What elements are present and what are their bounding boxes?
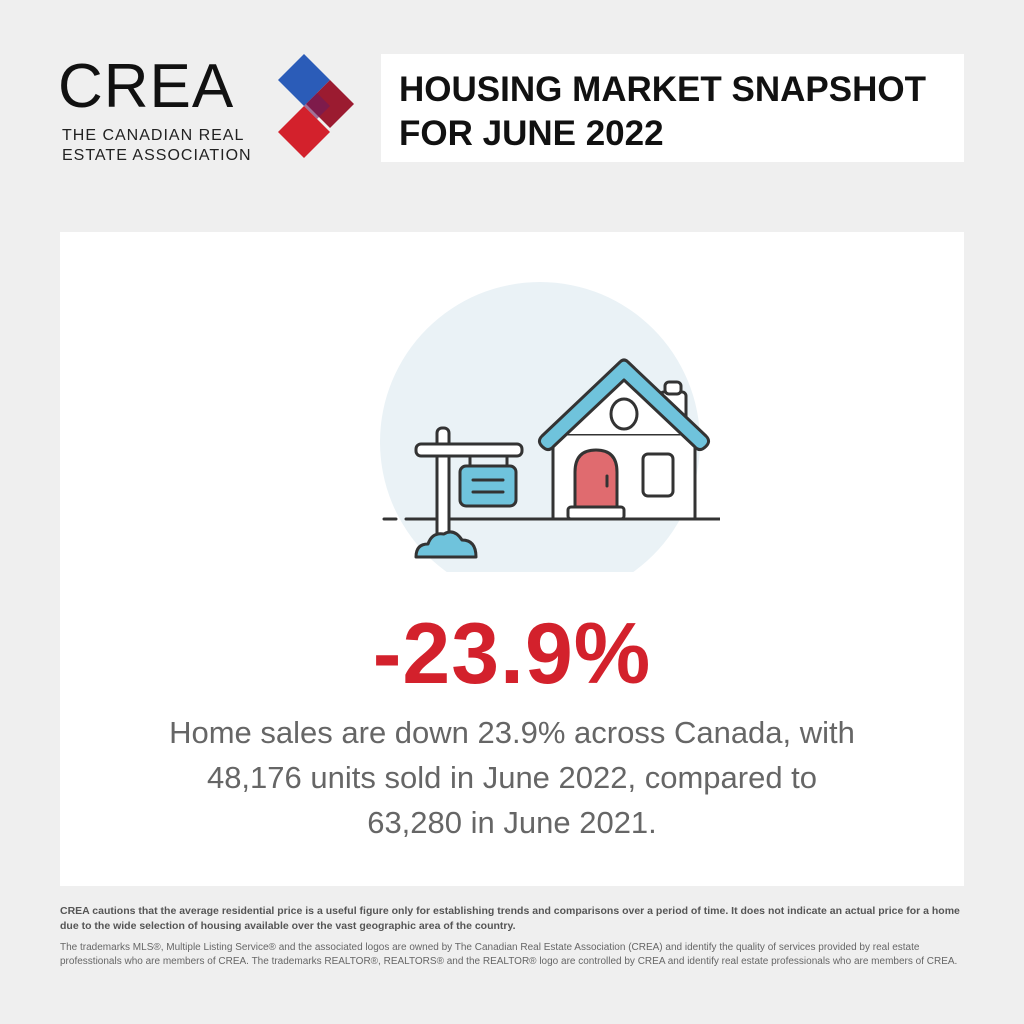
- sales-change-stat: -23.9%: [372, 606, 652, 702]
- trademark-text: The trademarks MLS®, Multiple Listing Se…: [60, 942, 958, 967]
- disclaimer-text: CREA cautions that the average residenti…: [60, 905, 960, 932]
- sales-description: Home sales are down 23.9% across Canada,…: [169, 715, 855, 840]
- title-box: HOUSING MARKET SNAPSHOT FOR JUNE 2022: [381, 54, 964, 162]
- crea-logo-text: CREA: [58, 52, 235, 121]
- crea-logo-subtitle: THE CANADIAN REAL ESTATE ASSOCIATION: [62, 127, 252, 164]
- snapshot-card: -23.9% Home sales are down 23.9% across …: [60, 232, 964, 886]
- page-title: HOUSING MARKET SNAPSHOT FOR JUNE 2022: [399, 70, 926, 153]
- house-for-sale-illustration-icon: [380, 282, 720, 572]
- crea-logo-mark-icon: [278, 54, 354, 158]
